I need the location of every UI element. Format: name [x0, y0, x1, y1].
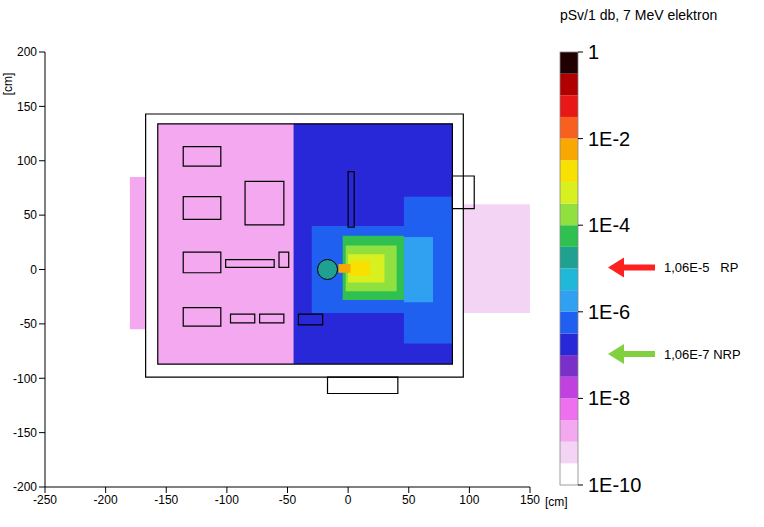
svg-text:100: 100 — [17, 154, 37, 168]
svg-text:150: 150 — [520, 493, 540, 507]
svg-text:1E-8: 1E-8 — [588, 387, 630, 409]
svg-text:0: 0 — [30, 263, 37, 277]
svg-text:-150: -150 — [13, 426, 37, 440]
svg-text:-100: -100 — [215, 493, 239, 507]
svg-text:-200: -200 — [94, 493, 118, 507]
svg-text:150: 150 — [17, 100, 37, 114]
svg-text:50: 50 — [24, 208, 38, 222]
svg-text:1E-4: 1E-4 — [588, 214, 630, 236]
svg-text:-200: -200 — [13, 480, 37, 494]
svg-text:0: 0 — [345, 493, 352, 507]
svg-text:1E-10: 1E-10 — [588, 474, 641, 496]
svg-text:1: 1 — [588, 41, 599, 63]
svg-text:1,06E-7 NRP: 1,06E-7 NRP — [664, 347, 741, 362]
svg-text:-100: -100 — [13, 372, 37, 386]
svg-text:50: 50 — [402, 493, 416, 507]
svg-text:[cm]: [cm] — [1, 73, 15, 96]
svg-text:-50: -50 — [20, 317, 38, 331]
svg-text:1,06E-5 RP: 1,06E-5 RP — [664, 260, 738, 275]
svg-text:-150: -150 — [154, 493, 178, 507]
svg-text:-50: -50 — [279, 493, 297, 507]
svg-text:1E-6: 1E-6 — [588, 301, 630, 323]
svg-text:100: 100 — [459, 493, 479, 507]
svg-text:1E-2: 1E-2 — [588, 128, 630, 150]
svg-text:pSv/1 db, 7 MeV elektron: pSv/1 db, 7 MeV elektron — [560, 7, 717, 23]
svg-text:200: 200 — [17, 45, 37, 59]
svg-text:[cm]: [cm] — [545, 495, 568, 509]
svg-text:-250: -250 — [33, 493, 57, 507]
